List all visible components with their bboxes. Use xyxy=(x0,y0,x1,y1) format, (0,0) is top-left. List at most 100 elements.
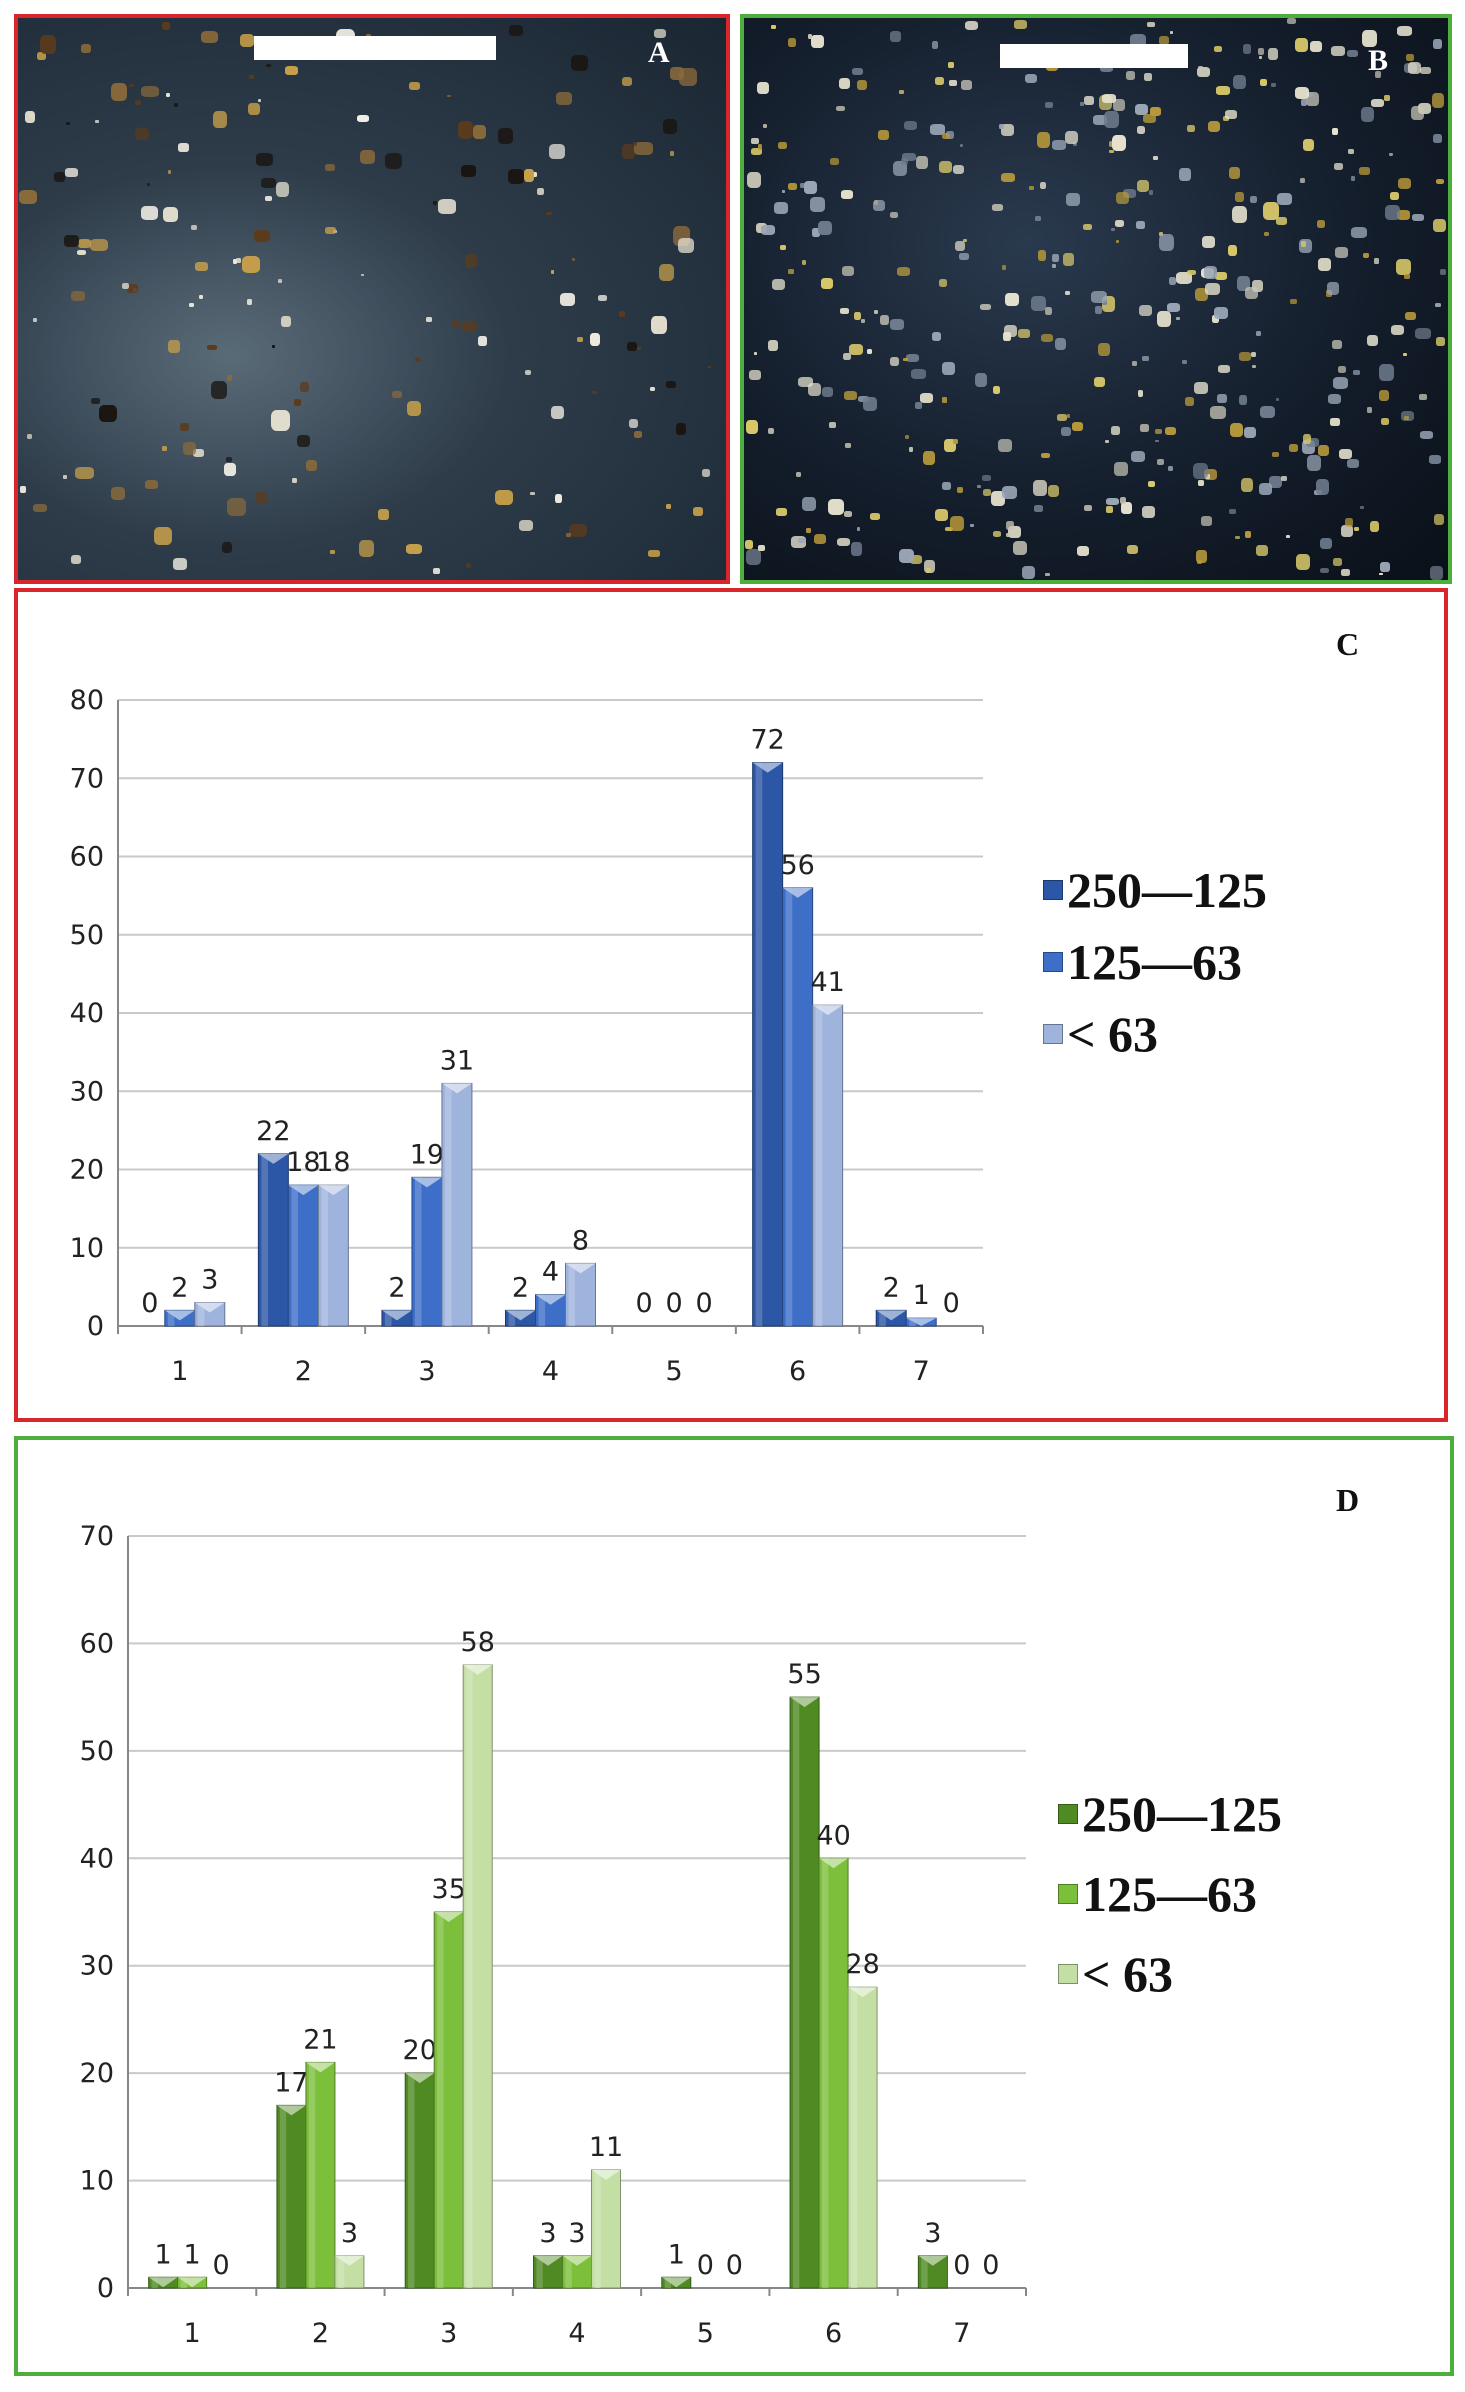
sediment-grain xyxy=(748,369,761,380)
sediment-grain xyxy=(1091,290,1107,304)
sediment-grain xyxy=(1238,395,1248,405)
y-tick-label: 50 xyxy=(70,920,104,951)
sediment-grain xyxy=(1196,559,1202,564)
sediment-grain xyxy=(1034,505,1044,512)
bar-cap xyxy=(434,1912,464,1922)
sediment-grain xyxy=(1125,71,1136,80)
y-tick-label: 70 xyxy=(80,1521,114,1552)
sediment-grain xyxy=(1225,109,1238,119)
sediment-grain xyxy=(1379,573,1383,576)
sediment-grain xyxy=(980,303,991,311)
sediment-grain xyxy=(1071,421,1083,431)
sediment-grain xyxy=(959,144,964,147)
photo-panel-a: A xyxy=(14,14,730,584)
bar-highlight xyxy=(568,1263,576,1326)
sediment-grain xyxy=(1082,223,1092,231)
sediment-grain xyxy=(1397,25,1413,36)
sediment-grain xyxy=(1119,496,1127,505)
sediment-grain xyxy=(90,238,108,252)
sediment-grain xyxy=(692,506,704,516)
sediment-grain xyxy=(1381,417,1390,425)
sediment-grain xyxy=(519,520,534,532)
sediment-grain xyxy=(1388,152,1393,157)
sediment-grain xyxy=(1263,232,1270,237)
sediment-photo-b xyxy=(744,18,1448,580)
sediment-grain xyxy=(889,31,902,42)
sediment-grain xyxy=(890,356,900,367)
sediment-grain xyxy=(795,472,801,478)
sediment-grain xyxy=(977,485,981,489)
bar-highlight xyxy=(821,1858,829,2288)
sediment-grain xyxy=(193,448,204,457)
x-tick-label: 4 xyxy=(568,2318,585,2349)
sediment-grain xyxy=(651,315,667,335)
sediment-grain xyxy=(98,404,117,423)
bar-cap xyxy=(876,1310,907,1321)
bar-highlight xyxy=(291,1185,298,1326)
sediment-grain xyxy=(1200,516,1212,526)
data-label: 0 xyxy=(141,1288,158,1319)
sediment-grain xyxy=(991,491,1006,506)
sediment-grain xyxy=(903,357,909,362)
sediment-grain xyxy=(1302,434,1312,444)
sediment-grain xyxy=(1084,504,1093,511)
sediment-grain xyxy=(1037,250,1047,261)
data-label: 0 xyxy=(982,2250,999,2281)
sediment-grain xyxy=(211,380,227,399)
sediment-grain xyxy=(1137,390,1144,398)
sediment-grain xyxy=(1157,310,1171,328)
sediment-grain xyxy=(873,199,886,211)
y-tick-label: 50 xyxy=(80,1736,114,1767)
sediment-grain xyxy=(956,486,964,493)
sediment-grain xyxy=(223,463,236,477)
sediment-grain xyxy=(903,120,918,131)
sediment-grain xyxy=(1000,123,1014,136)
y-tick-label: 0 xyxy=(97,2273,114,2304)
sediment-grain xyxy=(1439,268,1447,276)
x-tick-label: 6 xyxy=(825,2318,842,2349)
sediment-grain xyxy=(1014,19,1027,29)
x-tick-label: 3 xyxy=(440,2318,457,2349)
data-label: 22 xyxy=(256,1116,290,1147)
bar-highlight xyxy=(755,762,763,1326)
sediment-photo-a xyxy=(18,18,726,580)
bar-highlight xyxy=(444,1083,452,1326)
sediment-grain xyxy=(909,555,923,564)
sediment-grain xyxy=(1063,253,1074,266)
bar-highlight xyxy=(536,2255,543,2288)
sediment-grain xyxy=(77,249,86,255)
sediment-grain xyxy=(890,211,898,219)
sediment-grain xyxy=(828,499,844,515)
sediment-grain xyxy=(1148,190,1153,195)
sediment-grain xyxy=(1033,480,1047,496)
sediment-grain xyxy=(679,67,697,87)
sediment-grain xyxy=(95,119,100,123)
sediment-grain xyxy=(1031,296,1047,311)
sediment-grain xyxy=(1147,481,1155,488)
sediment-grain xyxy=(70,554,81,565)
sediment-grain xyxy=(856,79,867,91)
sediment-grain xyxy=(1127,545,1138,555)
sediment-grain xyxy=(174,103,179,108)
bar-cap xyxy=(535,1294,566,1305)
x-tick-label: 5 xyxy=(665,1356,682,1387)
sediment-grain xyxy=(1155,439,1159,442)
sediment-grain xyxy=(829,422,836,429)
data-label: 2 xyxy=(388,1272,405,1303)
sediment-grain xyxy=(1114,462,1128,476)
sediment-grain xyxy=(1317,444,1329,456)
sediment-grain xyxy=(1396,210,1411,220)
sediment-grain xyxy=(1335,247,1349,258)
sediment-grain xyxy=(461,164,476,177)
legend-swatch xyxy=(1043,952,1063,972)
sediment-grain xyxy=(626,342,637,352)
sediment-grain xyxy=(663,119,677,134)
sediment-grain xyxy=(1106,497,1119,506)
sediment-grain xyxy=(1271,451,1279,458)
sediment-grain xyxy=(457,120,474,139)
y-tick-label: 30 xyxy=(70,1076,104,1107)
sediment-grain xyxy=(843,511,852,518)
sediment-grain xyxy=(180,423,189,431)
sediment-grain xyxy=(665,504,671,510)
